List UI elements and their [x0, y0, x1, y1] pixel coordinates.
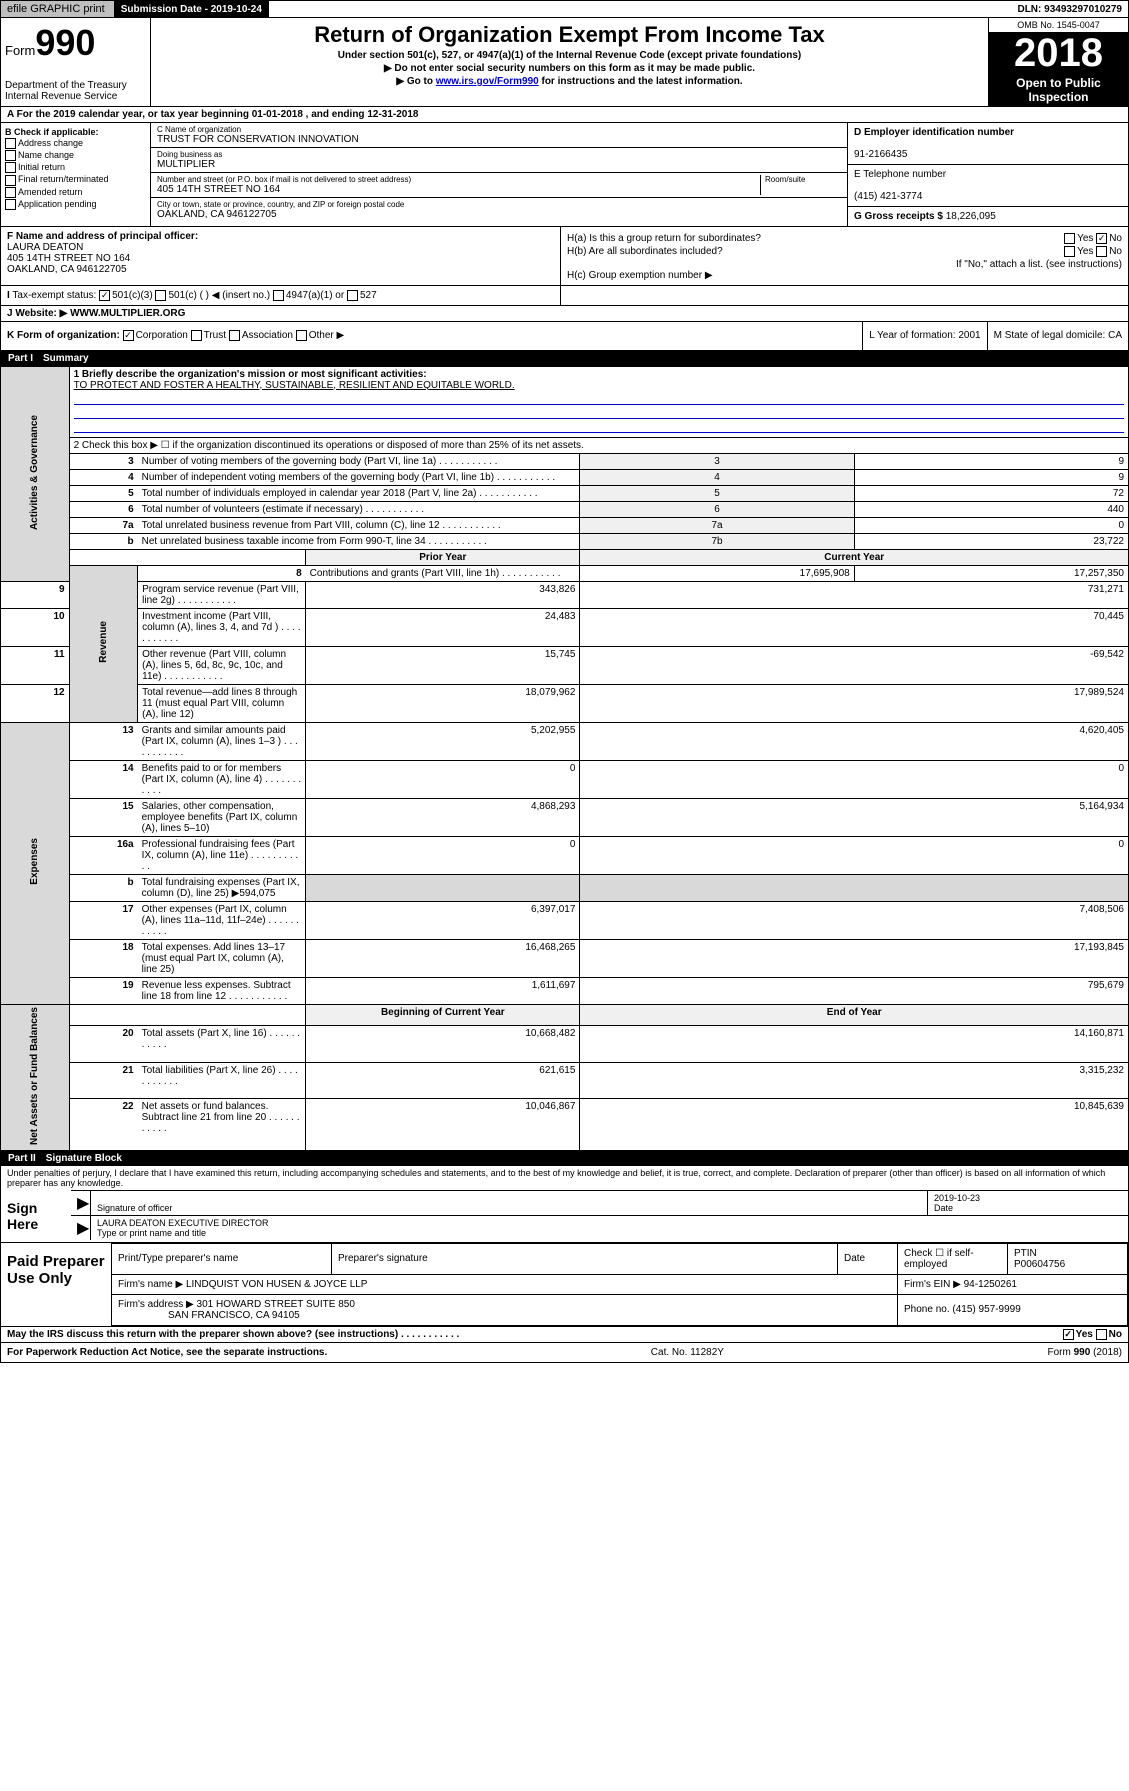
table-row: 19Revenue less expenses. Subtract line 1…: [1, 977, 1129, 1004]
department: Department of the Treasury Internal Reve…: [5, 80, 146, 102]
table-row: 4Number of independent voting members of…: [1, 469, 1129, 485]
table-row: 14Benefits paid to or for members (Part …: [1, 760, 1129, 798]
table-row: 6Total number of volunteers (estimate if…: [1, 501, 1129, 517]
summary-table: Activities & Governance 1 Briefly descri…: [0, 366, 1129, 1151]
graphic-link[interactable]: GRAPHIC: [30, 3, 80, 15]
main-info-block: B Check if applicable: Address change Na…: [0, 123, 1129, 227]
subtitle-1: Under section 501(c), 527, or 4947(a)(1)…: [155, 50, 984, 61]
row-a-tax-year: A For the 2019 calendar year, or tax yea…: [0, 107, 1129, 123]
table-row: 7aTotal unrelated business revenue from …: [1, 517, 1129, 533]
table-row: 5Total number of individuals employed in…: [1, 485, 1129, 501]
row-fh: F Name and address of principal officer:…: [0, 227, 1129, 286]
website-row: [561, 286, 1128, 305]
efile-links: efile GRAPHIC print: [1, 1, 115, 17]
form-title: Return of Organization Exempt From Incom…: [155, 22, 984, 48]
submission-date: Submission Date - 2019-10-24: [115, 1, 269, 17]
col-right: D Employer identification number 91-2166…: [848, 123, 1128, 226]
table-row: 11Other revenue (Part VIII, column (A), …: [1, 646, 1129, 684]
form-of-org: K Form of organization: ✓Corporation Tru…: [1, 322, 863, 349]
table-row: 22Net assets or fund balances. Subtract …: [1, 1099, 1129, 1150]
group-return: H(a) Is this a group return for subordin…: [561, 227, 1128, 285]
row-klm: K Form of organization: ✓Corporation Tru…: [0, 322, 1129, 350]
table-row: 3Number of voting members of the governi…: [1, 453, 1129, 469]
header: Form990 Department of the Treasury Inter…: [0, 18, 1129, 107]
col-b-checks: B Check if applicable: Address change Na…: [1, 123, 151, 226]
col-c-org-info: C Name of organization TRUST FOR CONSERV…: [151, 123, 848, 226]
table-row: 17Other expenses (Part IX, column (A), l…: [1, 901, 1129, 939]
irs-link[interactable]: www.irs.gov/Form990: [436, 76, 539, 87]
paid-preparer: Paid Preparer Use Only Print/Type prepar…: [0, 1243, 1129, 1327]
part-1-header: Part I Summary: [0, 351, 1129, 366]
footer: For Paperwork Reduction Act Notice, see …: [0, 1343, 1129, 1363]
state-domicile: M State of legal domicile: CA: [988, 322, 1128, 349]
tax-year: 2018: [989, 33, 1128, 74]
row-ij: I Tax-exempt status: ✓501(c)(3) 501(c) (…: [0, 286, 1129, 306]
principal-officer: F Name and address of principal officer:…: [1, 227, 561, 285]
subtitle-3: ▶ Go to www.irs.gov/Form990 for instruct…: [155, 76, 984, 87]
dln: DLN: 93493297010279: [1011, 1, 1128, 17]
year-formation: L Year of formation: 2001: [863, 322, 987, 349]
subtitle-2: ▶ Do not enter social security numbers o…: [155, 63, 984, 74]
form-number: Form990: [5, 22, 146, 64]
table-row: 9Program service revenue (Part VIII, lin…: [1, 581, 1129, 608]
table-row: 20Total assets (Part X, line 16)10,668,4…: [1, 1026, 1129, 1063]
table-row: 18Total expenses. Add lines 13–17 (must …: [1, 939, 1129, 977]
row-j-website: J Website: ▶ WWW.MULTIPLIER.ORG: [0, 306, 1129, 322]
efile-link[interactable]: efile: [7, 3, 27, 15]
part-2-header: Part II Signature Block: [0, 1151, 1129, 1166]
table-row: bNet unrelated business taxable income f…: [1, 533, 1129, 549]
tax-exempt-status: I Tax-exempt status: ✓501(c)(3) 501(c) (…: [1, 286, 561, 305]
table-row: 21Total liabilities (Part X, line 26)621…: [1, 1062, 1129, 1099]
table-row: 15Salaries, other compensation, employee…: [1, 798, 1129, 836]
sign-here-label: Sign Here: [1, 1190, 71, 1242]
table-row: 12Total revenue—add lines 8 through 11 (…: [1, 684, 1129, 722]
signature-block: Under penalties of perjury, I declare th…: [0, 1166, 1129, 1243]
discuss-row: May the IRS discuss this return with the…: [0, 1327, 1129, 1343]
open-inspection: Open to Public Inspection: [989, 74, 1128, 106]
table-row: bTotal fundraising expenses (Part IX, co…: [1, 874, 1129, 901]
table-row: 16aProfessional fundraising fees (Part I…: [1, 836, 1129, 874]
top-bar: efile GRAPHIC print Submission Date - 20…: [0, 0, 1129, 18]
table-row: 10Investment income (Part VIII, column (…: [1, 608, 1129, 646]
print-link[interactable]: print: [83, 3, 104, 15]
